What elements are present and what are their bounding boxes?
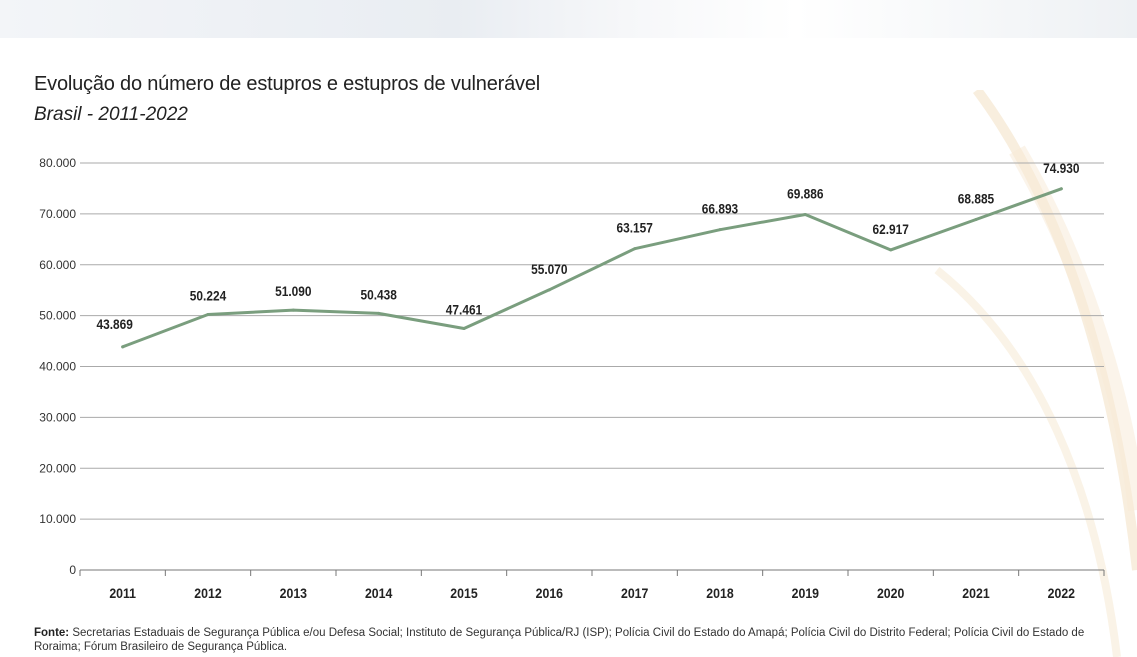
y-tick-label: 30.000 (39, 410, 76, 424)
chart-title: Evolução do número de estupros e estupro… (34, 73, 540, 95)
x-tick-label: 2015 (450, 585, 477, 601)
x-tick-label: 2017 (621, 585, 648, 601)
y-tick-label: 50.000 (39, 309, 76, 323)
data-label: 50.224 (190, 288, 227, 304)
x-tick-label: 2018 (706, 585, 733, 601)
data-point (121, 345, 125, 349)
data-label: 47.461 (446, 302, 482, 318)
data-point (718, 228, 722, 232)
x-tick-label: 2020 (877, 585, 904, 601)
x-tick-label: 2011 (109, 585, 136, 601)
data-label: 66.893 (702, 201, 738, 217)
line-chart: 0 10.000 20.000 30.000 40.000 50.000 60.000 70.… (39, 156, 1105, 601)
x-tick-label: 2022 (1048, 585, 1075, 601)
x-tick-label: 2016 (536, 585, 563, 601)
y-tick-label: 60.000 (39, 258, 76, 272)
y-tick-label: 40.000 (39, 360, 76, 374)
data-point (803, 212, 807, 216)
data-point (206, 312, 210, 316)
x-tick-label: 2021 (962, 585, 989, 601)
data-point (633, 247, 637, 251)
x-tick-label: 2019 (792, 585, 819, 601)
source-label: Fonte: (34, 627, 70, 639)
data-label: 43.869 (96, 316, 132, 332)
data-point (974, 218, 978, 222)
data-label: 69.886 (787, 186, 823, 202)
data-label: 68.885 (958, 191, 994, 207)
background-banner (0, 0, 1137, 38)
x-tick-label: 2014 (365, 585, 393, 601)
y-tick-label: 0 (69, 563, 76, 577)
data-label: 50.438 (360, 286, 396, 302)
y-tick-label: 10.000 (39, 512, 76, 526)
source-text: Secretarias Estaduais de Segurança Públi… (34, 627, 1085, 653)
data-label: 62.917 (872, 221, 908, 237)
y-tick-label: 20.000 (39, 461, 76, 475)
data-point (462, 327, 466, 331)
data-point (1059, 187, 1063, 191)
data-point (547, 288, 551, 292)
x-tick-label: 2013 (280, 585, 307, 601)
y-tick-label: 80.000 (39, 156, 76, 170)
data-label: 74.930 (1043, 160, 1079, 176)
source-note: Fonte: Secretarias Estaduais de Seguranç… (34, 626, 1109, 656)
data-label: 51.090 (275, 283, 311, 299)
y-tick-label: 70.000 (39, 207, 76, 221)
data-point (291, 308, 295, 312)
data-label: 55.070 (531, 261, 567, 277)
x-tick-label: 2012 (194, 585, 221, 601)
data-point (889, 248, 893, 252)
data-point (377, 311, 381, 315)
chart-subtitle: Brasil - 2011-2022 (34, 104, 188, 125)
data-label: 63.157 (616, 220, 652, 236)
series-line (121, 187, 1063, 349)
